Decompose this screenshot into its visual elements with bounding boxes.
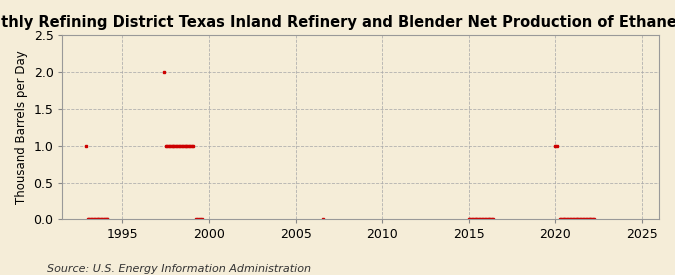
Y-axis label: Thousand Barrels per Day: Thousand Barrels per Day bbox=[15, 51, 28, 204]
Title: Monthly Refining District Texas Inland Refinery and Blender Net Production of Et: Monthly Refining District Texas Inland R… bbox=[0, 15, 675, 30]
Text: Source: U.S. Energy Information Administration: Source: U.S. Energy Information Administ… bbox=[47, 264, 311, 274]
